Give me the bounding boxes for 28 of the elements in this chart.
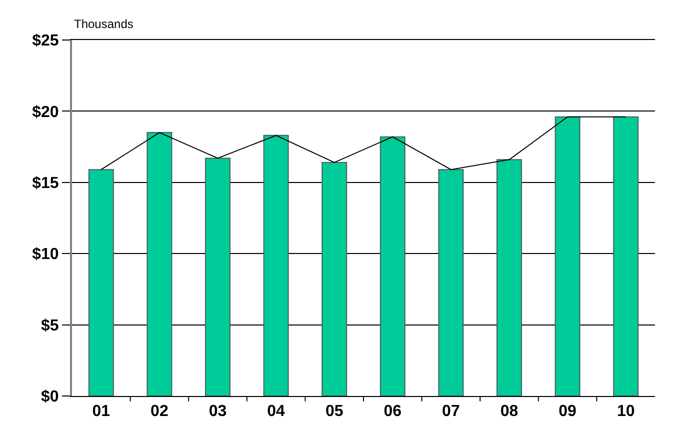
line-series <box>100 116 626 170</box>
bar <box>496 159 522 396</box>
x-tick-label: 10 <box>616 403 635 420</box>
y-tick-label: $20 <box>32 104 59 121</box>
bar <box>205 158 230 396</box>
y-tick-label: $10 <box>32 246 59 264</box>
bar <box>380 136 406 396</box>
x-tick-label: 08 <box>500 403 518 420</box>
x-tick-label: 04 <box>267 403 286 420</box>
text: Thousands <box>74 17 134 31</box>
x-tick-label: 06 <box>384 403 402 420</box>
bar <box>613 116 639 396</box>
bar <box>88 169 114 396</box>
bar <box>146 132 172 396</box>
x-tick-label: 09 <box>558 403 577 420</box>
y-tick-label: $0 <box>41 388 59 406</box>
y-tick-label: $5 <box>41 317 59 334</box>
bar <box>554 116 580 396</box>
x-tick-label: 03 <box>208 403 227 420</box>
x-tick-label: 07 <box>442 403 460 420</box>
y-tick-label: $25 <box>32 32 59 50</box>
x-tick-label: 02 <box>150 403 168 420</box>
x-tick-label: 05 <box>325 403 344 420</box>
bar <box>438 169 464 396</box>
x-tick-label: 01 <box>92 403 110 420</box>
y-tick-label: $15 <box>32 175 59 192</box>
bar <box>322 162 348 396</box>
bar <box>263 134 289 396</box>
